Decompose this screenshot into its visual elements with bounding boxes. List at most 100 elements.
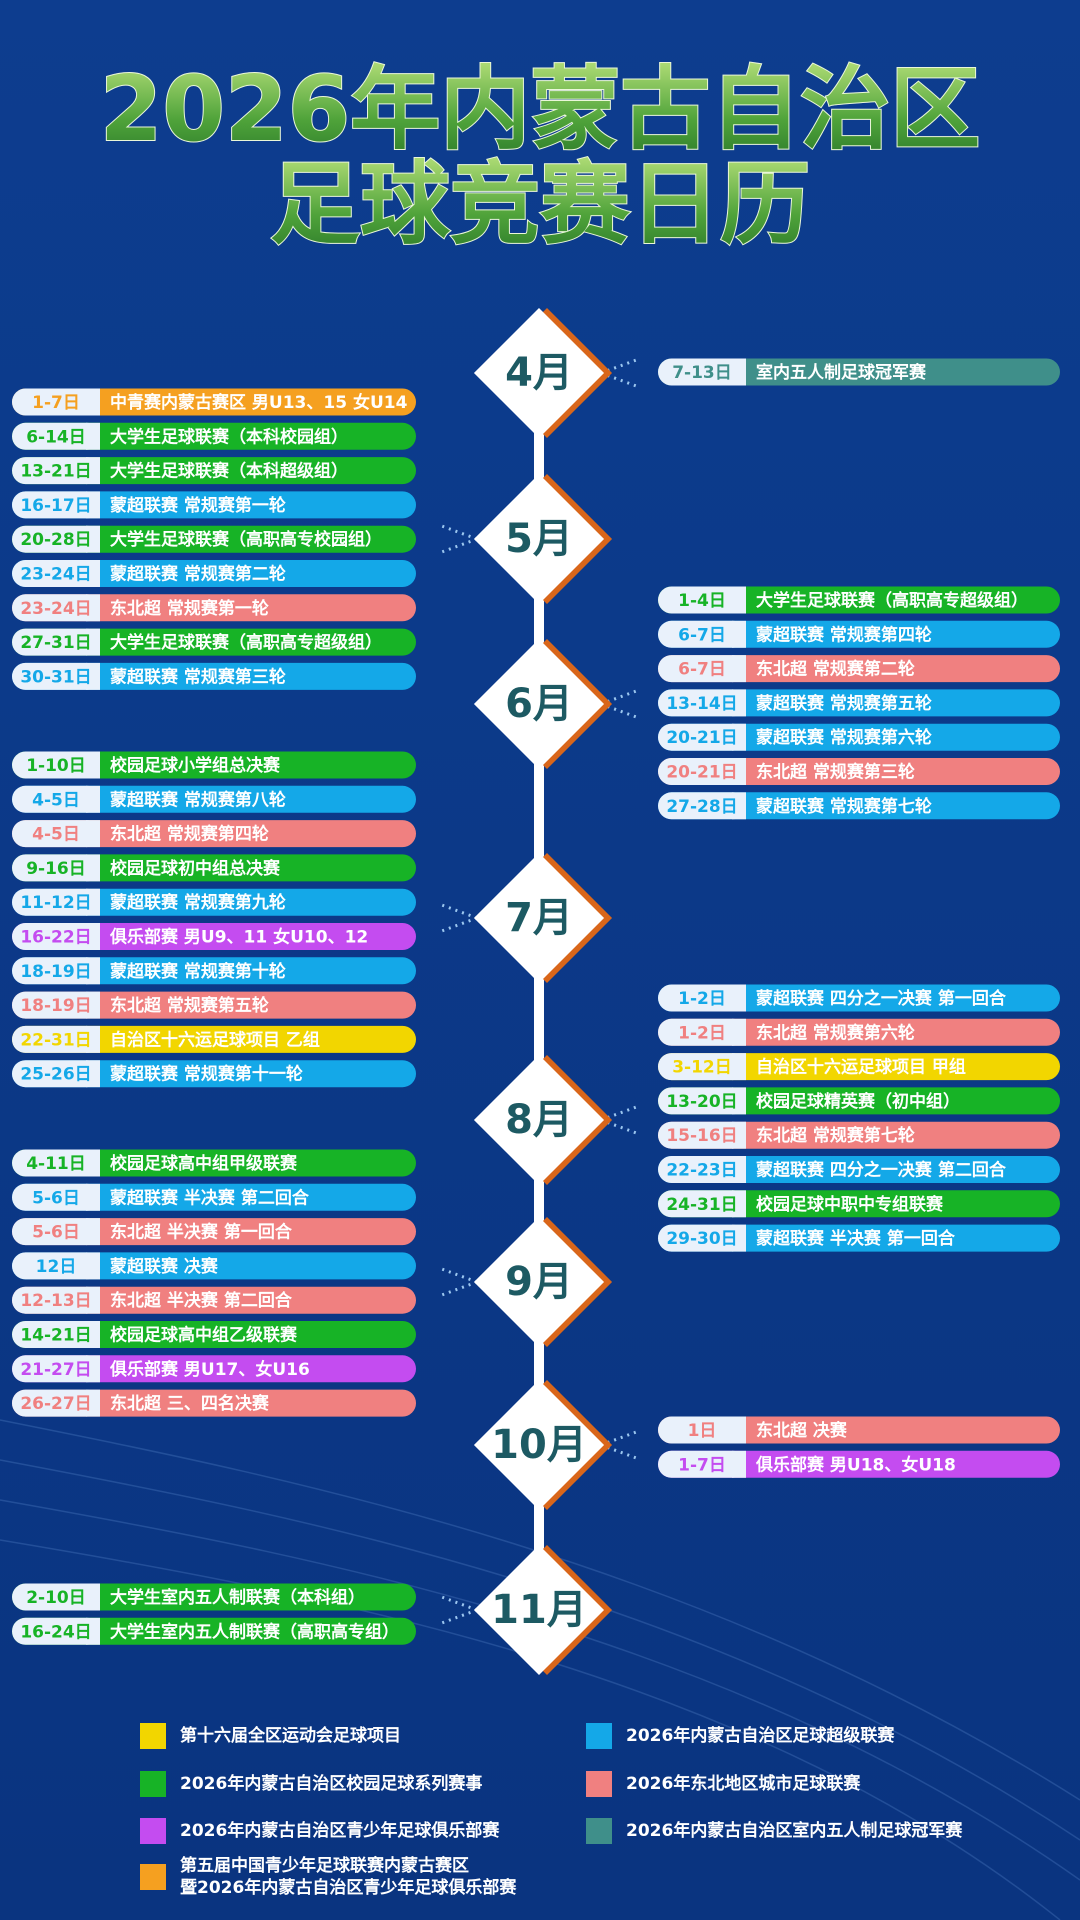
event-bar [658,1450,1060,1478]
event-date-bg [658,723,746,751]
event-name: 校园足球高中组甲级联赛 [110,1153,298,1174]
event-date: 23-24日 [20,565,91,585]
event-bar [12,1218,416,1246]
event-date-bg [658,1087,746,1115]
event-date-bg [12,1183,100,1211]
month-label: 10月 [491,1422,587,1468]
event-date: 6-7日 [678,625,726,645]
event-date-bg [12,594,100,622]
event-date-bg [86,751,100,779]
event-date-bg [732,586,746,614]
month-label: 6月 [505,681,573,727]
event-name: 东北超 常规赛第二轮 [756,659,915,680]
event-date: 11-12日 [20,893,91,913]
event-bar [658,758,1060,785]
event-name: 蒙超联赛 常规赛第三轮 [110,666,286,687]
event-name: 大学生足球联赛（本科校园组） [110,426,348,447]
event-date-bg [732,1156,746,1183]
event-date-bg [12,957,100,985]
event-date-bg [12,1060,100,1088]
event-bar [12,628,416,656]
event-date-bg [86,388,100,416]
event-name: 大学生足球联赛（高职高专超级组） [756,590,1028,611]
event-date-bg [86,1060,100,1088]
event-date-bg [12,785,100,813]
event-name: 校园足球中职中专组联赛 [756,1194,944,1215]
event-date: 6-7日 [678,660,726,680]
event-name: 东北超 常规赛第七轮 [756,1125,915,1146]
event-date: 15-16日 [666,1126,737,1146]
event-date: 22-31日 [20,1030,91,1050]
month-label: 8月 [505,1097,573,1143]
event-date-bg [732,620,746,648]
event-date: 12日 [36,1257,77,1277]
event-date: 3-12日 [672,1058,732,1078]
event-date: 1日 [688,1421,717,1441]
event-date: 22-23日 [666,1161,737,1181]
event-bar [12,1149,416,1177]
event-bar [658,1156,1060,1183]
legend-swatch [140,1723,166,1749]
event-date-bg [86,785,100,813]
event-date: 29-30日 [666,1229,737,1249]
event-bar [12,457,416,485]
event-date-bg [12,457,100,485]
event-date-bg [658,1156,746,1183]
event-name: 蒙超联赛 半决赛 第二回合 [110,1187,310,1208]
event-date-bg [12,854,100,882]
event-bar [658,1018,1060,1046]
diamond [473,1216,605,1348]
event-bar [658,1416,1060,1444]
event-name: 俱乐部赛 男U9、11 女U10、12 [109,927,368,948]
event-bar [12,594,416,622]
event-name: 东北超 常规赛第六轮 [756,1022,915,1043]
month-label: 11月 [491,1587,587,1633]
event-name: 蒙超联赛 常规赛第八轮 [110,789,286,810]
event-date-bg [86,628,100,656]
event-date: 9-16日 [26,859,86,879]
event-date-bg [658,358,746,386]
event-bar [658,1121,1060,1149]
legend-swatch [586,1723,612,1749]
event-date-bg [12,820,100,848]
event-bar [12,1286,416,1314]
event-bar [12,957,416,985]
event-bar [658,792,1060,820]
event-name: 大学生足球联赛（本科超级组） [110,461,348,482]
event-name: 蒙超联赛 决赛 [110,1256,219,1277]
event-date: 12-13日 [20,1291,91,1311]
diamond [473,307,605,439]
event-bar [658,1190,1060,1218]
event-date-bg [86,560,100,587]
event-date-bg [12,1025,100,1053]
event-bar [658,1087,1060,1115]
event-bar [12,422,416,450]
event-name: 蒙超联赛 常规赛第二轮 [110,564,286,585]
event-date-bg [86,525,100,553]
event-bar [658,723,1060,751]
event-date-bg [86,923,100,950]
event-date: 5-6日 [32,1223,80,1243]
event-date-bg [658,689,746,717]
event-date: 2-10日 [26,1588,86,1608]
event-date-bg [86,1252,100,1280]
event-date: 25-26日 [20,1065,91,1085]
legend-label: 暨2026年内蒙古自治区青少年足球俱乐部赛 [180,1877,517,1898]
event-date-bg [732,689,746,717]
event-date-bg [658,620,746,648]
event-date: 21-27日 [20,1360,91,1380]
event-date: 20-28日 [20,530,91,550]
event-date-bg [12,422,100,450]
event-date-bg [12,1218,100,1246]
legend-swatch [140,1771,166,1797]
event-name: 东北超 三、四名决赛 [110,1393,270,1414]
event-date-bg [658,984,746,1012]
event-date-bg [12,560,100,587]
event-date-bg [86,1025,100,1053]
event-bar [12,1183,416,1211]
event-name: 大学生足球联赛（高职高专超级组） [110,632,382,653]
event-name: 蒙超联赛 常规赛第十一轮 [110,1064,303,1085]
legend-label: 2026年东北地区城市足球联赛 [626,1773,861,1794]
legend-swatch [586,1771,612,1797]
event-date: 26-27日 [20,1394,91,1414]
